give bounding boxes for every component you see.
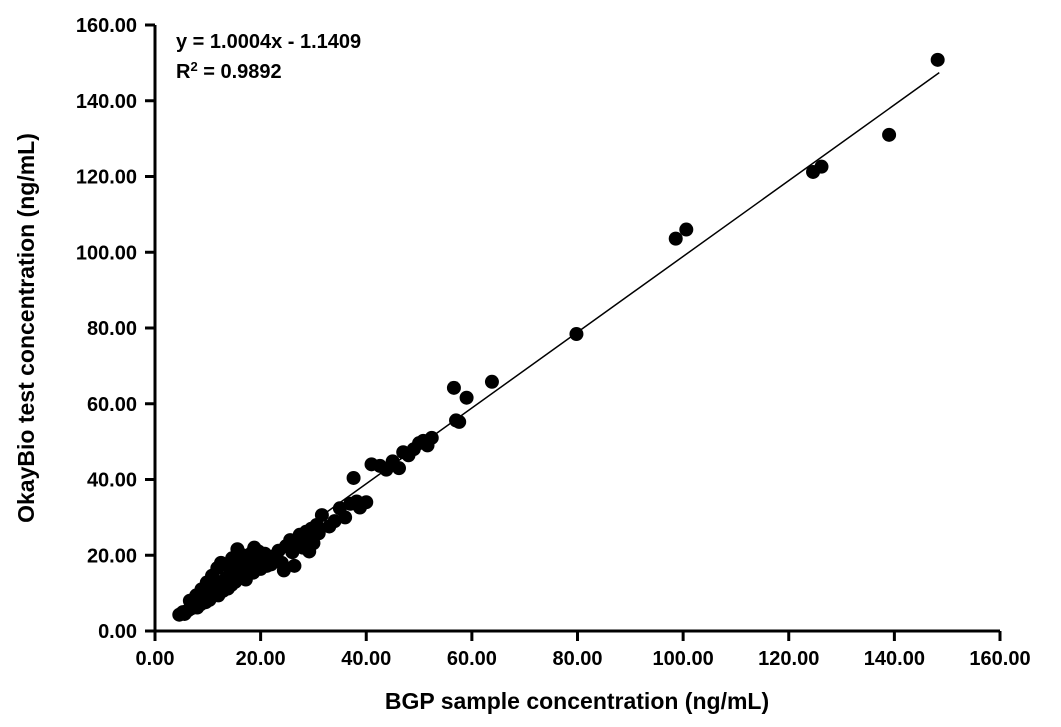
x-tick-label: 160.00: [969, 648, 1030, 670]
y-tick-label: 120.00: [76, 167, 137, 189]
scatter-point: [311, 526, 326, 541]
scatter-point: [446, 380, 461, 395]
scatter-point: [679, 222, 694, 237]
y-tick-label: 20.00: [87, 545, 137, 567]
y-axis-tick-marks: [145, 23, 155, 633]
scatter-point: [346, 470, 361, 485]
x-tick-label: 80.00: [552, 648, 602, 670]
scatter-point: [287, 558, 302, 573]
scatter-point: [930, 52, 945, 67]
scatter-point: [452, 414, 467, 429]
scatter-point: [424, 430, 439, 445]
scatter-point: [668, 231, 683, 246]
scatter-point: [327, 514, 342, 529]
r-squared-value: = 0.9892: [198, 61, 282, 83]
x-tick-label: 60.00: [447, 648, 497, 670]
scatter-point: [459, 390, 474, 405]
scatter-point: [359, 495, 374, 510]
y-axis-tick-labels: 0.00 20.00 40.00 60.00 80.00 100.00 120.00 140.…: [76, 15, 137, 643]
x-tick-label: 140.00: [864, 648, 925, 670]
scatter-point: [302, 544, 317, 559]
y-tick-label: 100.00: [76, 242, 137, 264]
x-tick-label: 20.00: [236, 648, 286, 670]
scatter-point: [182, 593, 197, 608]
x-axis-title: BGP sample concentration (ng/mL): [385, 688, 769, 714]
y-tick-label: 160.00: [76, 15, 137, 37]
x-tick-label: 100.00: [653, 648, 714, 670]
x-tick-label: 0.00: [136, 648, 175, 670]
scatter-point: [338, 510, 353, 525]
r-squared-letter: R: [176, 61, 191, 83]
scatter-point: [882, 127, 897, 142]
y-tick-label: 0.00: [98, 621, 137, 643]
scatter-point: [569, 327, 584, 342]
y-tick-label: 60.00: [87, 394, 137, 416]
x-tick-label: 40.00: [341, 648, 391, 670]
scatter-point: [235, 548, 250, 563]
scatter-point: [276, 563, 291, 578]
y-axis-title: OkayBio test concentration (ng/mL): [13, 133, 39, 523]
r-squared-label: R2 = 0.9892: [176, 59, 282, 83]
r-squared-exponent: 2: [190, 59, 197, 74]
x-axis-tick-marks: [153, 631, 1002, 641]
y-tick-label: 140.00: [76, 91, 137, 113]
scatter-point: [391, 461, 406, 476]
y-tick-label: 80.00: [87, 318, 137, 340]
y-tick-label: 40.00: [87, 470, 137, 492]
regression-equation-label: y = 1.0004x - 1.1409: [176, 31, 361, 53]
scatter-point: [247, 540, 262, 555]
scatter-points-group: [172, 52, 945, 622]
x-tick-label: 120.00: [758, 648, 819, 670]
x-axis-tick-labels: 0.00 20.00 40.00 60.00 80.00 100.00 120.00 140.…: [136, 648, 1031, 670]
scatter-point: [814, 159, 829, 174]
scatter-point: [205, 568, 220, 583]
scatter-point: [314, 508, 329, 523]
scatter-point: [484, 374, 499, 389]
